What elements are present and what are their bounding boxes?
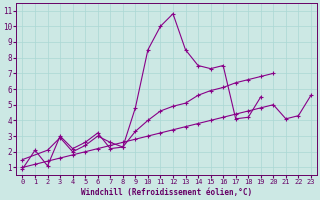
- X-axis label: Windchill (Refroidissement éolien,°C): Windchill (Refroidissement éolien,°C): [81, 188, 252, 197]
